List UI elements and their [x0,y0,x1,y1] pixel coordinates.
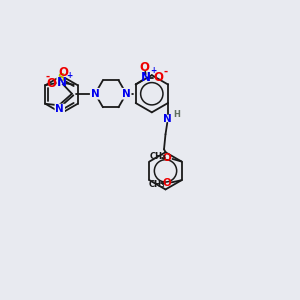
Text: H: H [173,110,180,119]
Text: +: + [66,71,73,80]
Text: O: O [140,61,150,74]
Text: N: N [122,89,131,99]
Text: N: N [56,104,64,115]
Text: N: N [57,76,67,89]
Text: N: N [141,71,151,84]
Text: N: N [163,114,172,124]
Text: O: O [58,65,68,79]
Text: -: - [164,66,168,76]
Text: +: + [151,66,157,75]
Text: O: O [163,153,172,163]
Text: O: O [153,71,163,84]
Text: N: N [91,89,100,99]
Text: O: O [46,77,56,90]
Text: CH₃: CH₃ [148,180,165,189]
Text: CH₃: CH₃ [149,152,166,161]
Text: S: S [57,73,65,83]
Text: O: O [162,178,171,188]
Text: -: - [46,72,50,82]
